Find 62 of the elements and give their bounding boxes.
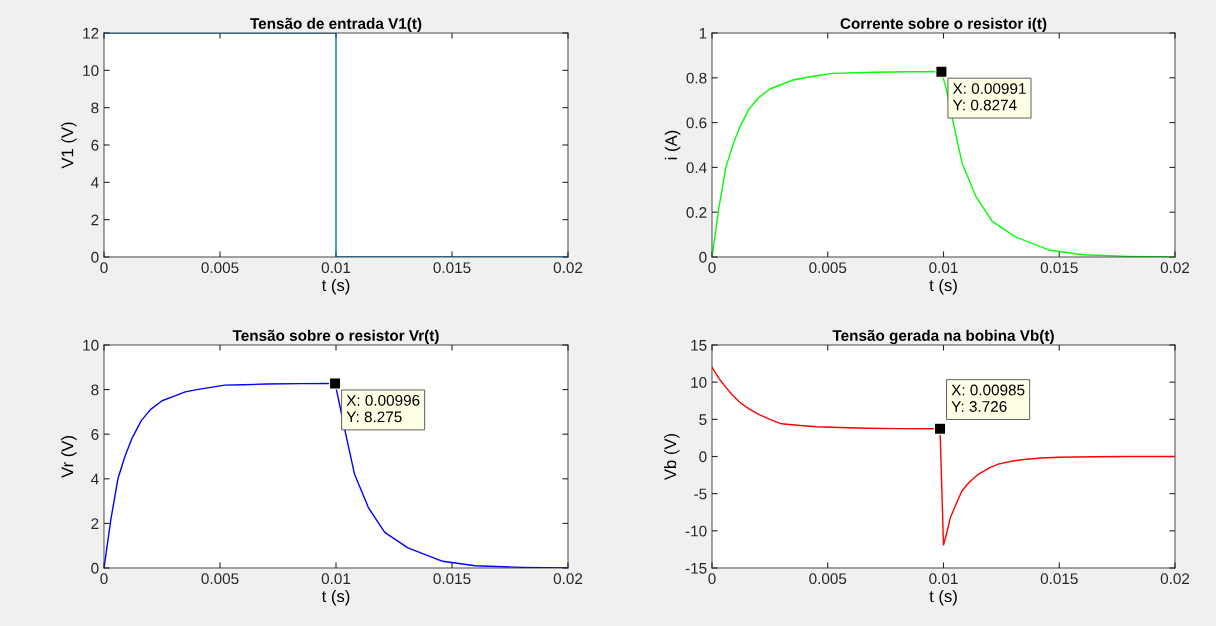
x-tick-label: 0.01 [929, 573, 958, 585]
y-tick-label: 0 [91, 562, 99, 574]
x-axis-title: t (s) [929, 589, 957, 606]
chart-title: Tensão sobre o resistor Vr(t) [232, 329, 439, 344]
y-tick-label: 0.4 [686, 162, 707, 174]
y-axis-title: Vb (V) [663, 433, 680, 481]
chart-title: Tensão gerada na bobina Vb(t) [832, 329, 1054, 345]
y-tick-label: -15 [685, 563, 707, 574]
x-tick-label: 0.01 [321, 262, 351, 274]
chart-title: Corrente sobre o resistor i(t) [840, 17, 1047, 32]
y-tick-label: 0.6 [686, 117, 707, 129]
y-tick-label: -10 [685, 525, 707, 537]
y-axis-title: V1 (V) [61, 122, 77, 169]
x-tick-label: 0.01 [929, 262, 958, 274]
x-tick-label: 0.02 [553, 262, 583, 274]
x-tick-label: 0.02 [553, 573, 583, 585]
chart-title: Tensão de entrada V1(t) [250, 17, 422, 32]
x-tick-label: 0.015 [433, 262, 471, 274]
x-tick-label: 0 [708, 573, 716, 585]
y-tick-label: 10 [83, 339, 99, 351]
y-tick-label: 6 [91, 429, 99, 440]
y-tick-label: -5 [694, 488, 707, 500]
y-tick-label: 10 [83, 65, 99, 77]
annotation: X: 0.00991 Y: 0.8274 [952, 83, 1026, 111]
x-tick-label: 0 [708, 262, 716, 274]
y-tick-label: 0.8 [686, 72, 707, 84]
x-tick-label: 0.005 [809, 573, 847, 585]
x-tick-label: 0.005 [201, 262, 239, 274]
y-axis-title: Vr (V) [61, 436, 77, 478]
y-tick-label: 2 [91, 214, 99, 226]
y-tick-label: 2 [91, 518, 99, 529]
x-tick-label: 0.005 [201, 573, 239, 585]
y-tick-label: 10 [691, 377, 707, 388]
line-series [712, 366, 1175, 546]
y-tick-label: 0 [91, 251, 99, 263]
x-tick-label: 0.015 [1040, 262, 1078, 274]
y-tick-label: 8 [91, 384, 99, 396]
x-axis-title: t (s) [321, 278, 350, 295]
x-tick-label: 0.02 [1160, 573, 1190, 585]
x-tick-label: 0.015 [1040, 573, 1078, 585]
annotation: X: 0.00996 Y: 8.275 [346, 394, 420, 423]
y-tick-label: 0.2 [686, 207, 707, 218]
y-tick-label: 6 [91, 139, 99, 151]
y-tick-label: 12 [83, 27, 99, 39]
x-tick-label: 0.02 [1160, 262, 1190, 274]
y-tick-label: 4 [90, 473, 99, 485]
y-tick-label: 15 [691, 340, 707, 351]
y-tick-label: 0 [699, 451, 707, 463]
x-axis-title: t (s) [321, 589, 350, 606]
x-tick-label: 0 [100, 262, 108, 274]
x-tick-label: 0.005 [809, 262, 847, 274]
annotation: X: 0.00985 Y: 3.726 [951, 384, 1025, 412]
y-tick-label: 5 [699, 414, 707, 426]
y-tick-label: 4 [90, 177, 99, 188]
y-tick-label: 8 [91, 102, 99, 114]
y-tick-label: 0 [699, 251, 707, 263]
x-tick-label: 0.015 [433, 573, 471, 585]
x-axis-title: t (s) [929, 278, 957, 295]
y-axis-title: i (A) [664, 130, 681, 160]
y-tick-label: 1 [699, 28, 707, 39]
x-tick-label: 0.01 [321, 573, 351, 585]
x-tick-label: 0 [100, 573, 108, 585]
